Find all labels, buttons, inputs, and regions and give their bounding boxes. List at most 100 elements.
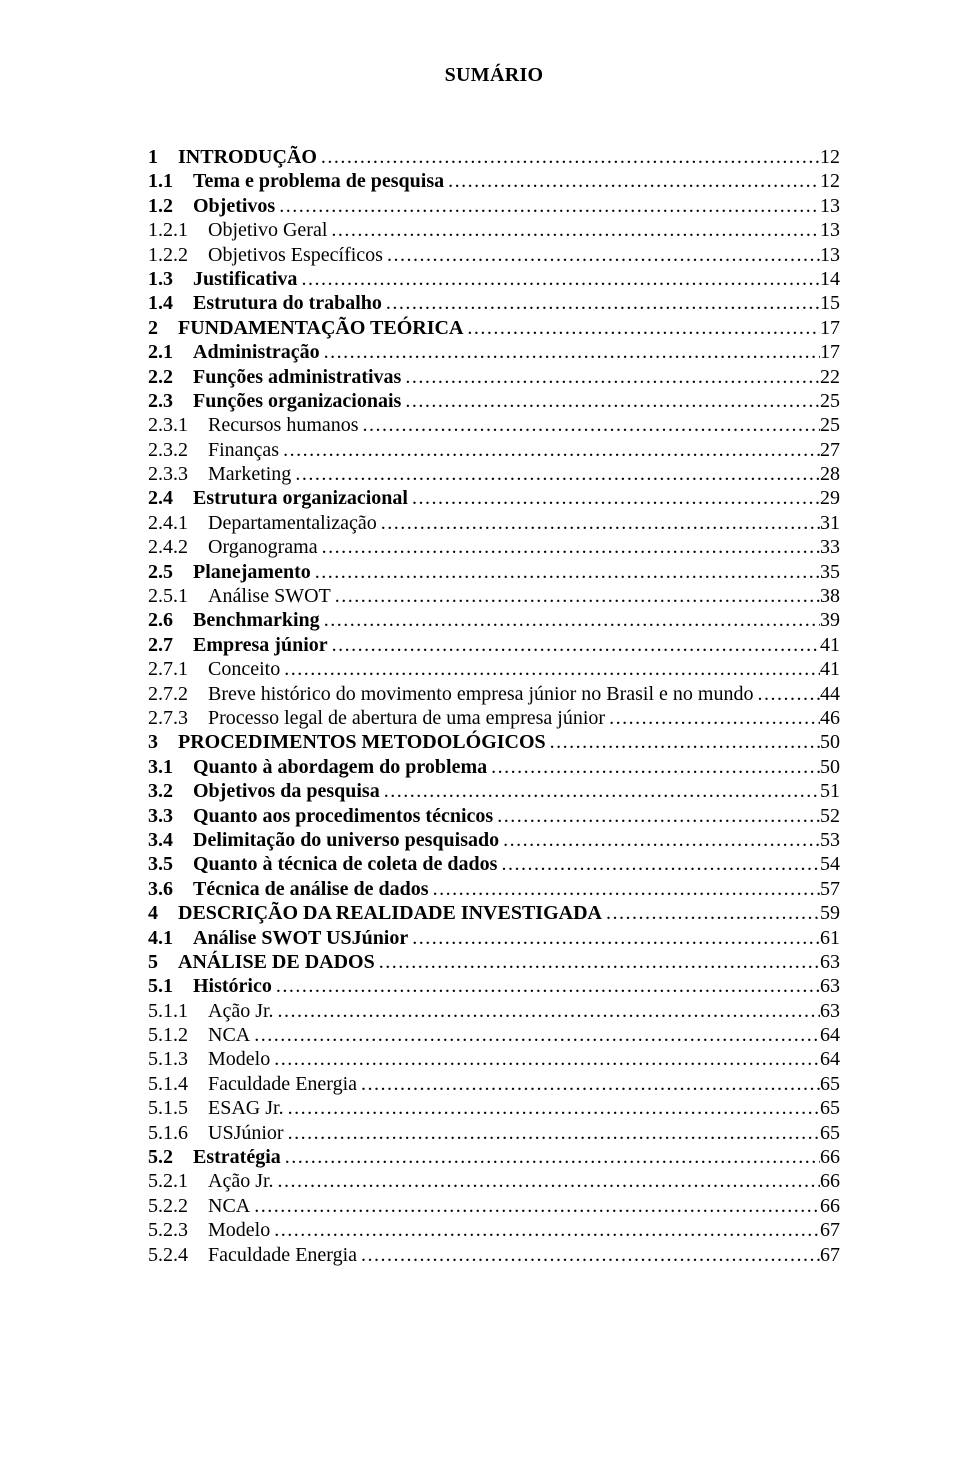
toc-entry-number: 5.2.2 (148, 1194, 188, 1218)
toc-entry-label: Breve histórico do movimento empresa jún… (208, 682, 753, 706)
toc-entry-page: 38 (820, 584, 840, 608)
toc-entry-label: Ação Jr. (208, 1169, 274, 1193)
toc-entry-number: 5.1 (148, 974, 173, 998)
toc-entry: 5.2 Estratégia..........................… (148, 1145, 840, 1169)
toc-entry: 2 FUNDAMENTAÇÃO TEÓRICA.................… (148, 316, 840, 340)
toc-leader-dots: ........................................… (284, 1121, 820, 1145)
toc-entry-label: Técnica de análise de dados (193, 877, 429, 901)
toc-leader-dots: ........................................… (382, 291, 820, 315)
toc-entry-number: 2.5.1 (148, 584, 188, 608)
toc-entry: 2.5 Planejamento........................… (148, 560, 840, 584)
toc-entry: 5.2.3 Modelo............................… (148, 1218, 840, 1242)
toc-entry-page: 65 (820, 1072, 840, 1096)
toc-entry-number: 2.6 (148, 608, 173, 632)
toc-entry-number: 2.3.3 (148, 462, 188, 486)
toc-entry: 2.5.1 Análise SWOT......................… (148, 584, 840, 608)
toc-entry: 3.1 Quanto à abordagem do problema......… (148, 755, 840, 779)
toc-entry-label: Planejamento (193, 560, 311, 584)
toc-entry: 2.6 Benchmarking........................… (148, 608, 840, 632)
toc-entry-number: 1 (148, 145, 158, 169)
toc-entry: 2.4.2 Organograma.......................… (148, 535, 840, 559)
toc-entry-number: 2.4.1 (148, 511, 188, 535)
toc-entry-page: 28 (820, 462, 840, 486)
toc-entry: 2.7.2 Breve histórico do movimento empre… (148, 682, 840, 706)
toc-leader-dots: ........................................… (327, 218, 820, 242)
toc-entry-label: ESAG Jr. (208, 1096, 284, 1120)
toc-entry-number: 5.2 (148, 1145, 173, 1169)
toc-entry-number: 3.6 (148, 877, 173, 901)
toc-entry: 5.1 Histórico...........................… (148, 974, 840, 998)
toc-entry-number: 1.2.2 (148, 243, 188, 267)
toc-entry-number: 1.2 (148, 194, 173, 218)
toc-leader-dots: ........................................… (357, 1243, 820, 1267)
toc-entry-gap (173, 389, 193, 413)
toc-entry-page: 53 (820, 828, 840, 852)
toc-entry-page: 22 (820, 365, 840, 389)
toc-entry-number: 1.3 (148, 267, 173, 291)
toc-entry: 3.5 Quanto à técnica de coleta de dados.… (148, 852, 840, 876)
toc-entry-number: 3.5 (148, 852, 173, 876)
toc-leader-dots: ........................................… (377, 511, 820, 535)
toc-entry-number: 5.1.4 (148, 1072, 188, 1096)
toc-leader-dots: ........................................… (297, 267, 820, 291)
toc-entry-number: 2 (148, 316, 158, 340)
toc-entry: 2.3.2 Finanças..........................… (148, 438, 840, 462)
toc-leader-dots: ........................................… (753, 682, 820, 706)
toc-entry-page: 66 (820, 1169, 840, 1193)
toc-entry: 2.2 Funções administrativas.............… (148, 365, 840, 389)
toc-entry-gap (173, 633, 193, 657)
toc-leader-dots: ........................................… (328, 633, 820, 657)
toc-entry-label: Histórico (193, 974, 272, 998)
toc-entry-gap (188, 584, 208, 608)
toc-entry: 3.3 Quanto aos procedimentos técnicos...… (148, 804, 840, 828)
toc-entry-gap (158, 901, 178, 925)
toc-leader-dots: ........................................… (275, 194, 820, 218)
toc-entry-gap (173, 828, 193, 852)
toc-leader-dots: ........................................… (250, 1023, 820, 1047)
toc-entry-number: 2.3 (148, 389, 173, 413)
toc-entry-label: Ação Jr. (208, 999, 274, 1023)
toc-entry-page: 39 (820, 608, 840, 632)
toc-entry-gap (173, 267, 193, 291)
toc-entry-label: USJúnior (208, 1121, 284, 1145)
toc-entry-gap (188, 1194, 208, 1218)
toc-leader-dots: ........................................… (499, 828, 820, 852)
toc-entry-gap (173, 169, 193, 193)
toc-entry-label: Estrutura do trabalho (193, 291, 382, 315)
toc-entry: 5.1.1 Ação Jr...........................… (148, 999, 840, 1023)
toc-leader-dots: ........................................… (331, 584, 820, 608)
toc-entry-number: 2.3.1 (148, 413, 188, 437)
toc-entry-gap (173, 974, 193, 998)
toc-entry-gap (173, 608, 193, 632)
toc-entry-gap (188, 243, 208, 267)
toc-entry-page: 66 (820, 1194, 840, 1218)
toc-entry: 5.1.6 USJúnior..........................… (148, 1121, 840, 1145)
toc-entry-page: 67 (820, 1243, 840, 1267)
toc-entry-page: 54 (820, 852, 840, 876)
toc-leader-dots: ........................................… (380, 779, 820, 803)
toc-entry-gap (188, 511, 208, 535)
toc-entry-page: 59 (820, 901, 840, 925)
toc-entry-gap (173, 560, 193, 584)
toc-entry-gap (158, 950, 178, 974)
toc-entry-gap (188, 535, 208, 559)
toc-leader-dots: ........................................… (274, 999, 820, 1023)
toc-entry-number: 1.1 (148, 169, 173, 193)
toc-entry: 2.3.1 Recursos humanos..................… (148, 413, 840, 437)
toc-entry-page: 64 (820, 1023, 840, 1047)
toc-entry: 1.3 Justificativa.......................… (148, 267, 840, 291)
toc-entry-label: Delimitação do universo pesquisado (193, 828, 499, 852)
toc-entry-number: 5.1.2 (148, 1023, 188, 1047)
toc-entry-number: 5.1.6 (148, 1121, 188, 1145)
toc-entry-number: 2.5 (148, 560, 173, 584)
toc-entry-label: DESCRIÇÃO DA REALIDADE INVESTIGADA (178, 901, 602, 925)
toc-entry-label: ANÁLISE DE DADOS (178, 950, 375, 974)
toc-leader-dots: ........................................… (281, 1145, 820, 1169)
toc-leader-dots: ........................................… (375, 950, 820, 974)
toc-entry-page: 17 (820, 340, 840, 364)
toc-entry-gap (188, 999, 208, 1023)
toc-entry-page: 46 (820, 706, 840, 730)
toc-entry-number: 2.4.2 (148, 535, 188, 559)
toc-entry-number: 4 (148, 901, 158, 925)
toc-entry: 2.3 Funções organizacionais.............… (148, 389, 840, 413)
